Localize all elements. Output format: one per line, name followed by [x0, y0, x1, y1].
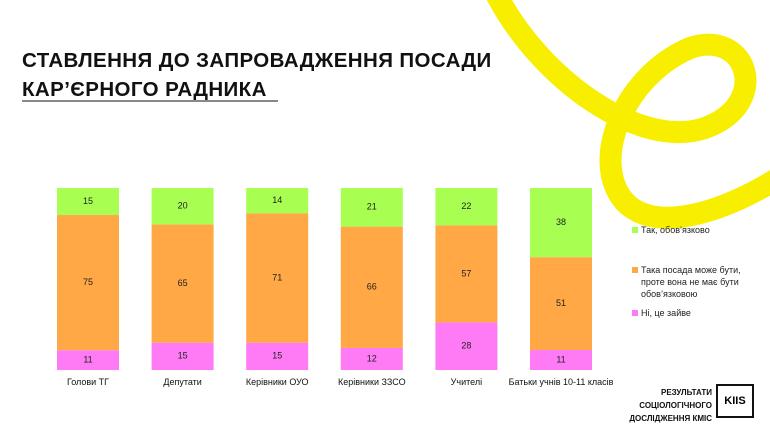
bar-segment: [246, 342, 309, 370]
decor-swirl: [486, 0, 770, 229]
data-label: 28: [461, 341, 471, 351]
data-label: 65: [178, 278, 188, 288]
bar-segment: [530, 257, 592, 350]
legend-label: Так, обов’язково: [641, 225, 710, 235]
data-label: 15: [272, 351, 282, 361]
bar-segment: [246, 188, 309, 214]
logo: KIIS: [716, 384, 754, 418]
x-tick-label: Керівники ЗЗСО: [338, 377, 406, 387]
bar-segment: [435, 225, 498, 323]
x-tick-label: Учителі: [450, 377, 483, 387]
data-label: 71: [272, 272, 282, 282]
x-tick-label: Голови ТГ: [66, 377, 110, 387]
legend-swatch: [632, 227, 638, 233]
bar-segment: [435, 188, 498, 226]
bar-segment: [340, 188, 403, 227]
data-label: 12: [367, 353, 377, 363]
data-label: 57: [461, 268, 471, 278]
data-label: 14: [272, 195, 282, 205]
x-tick-label: Керівники ОУО: [245, 377, 309, 387]
data-label: 21: [367, 202, 377, 212]
bar-segment: [151, 188, 214, 225]
data-label: 22: [461, 201, 471, 211]
data-label: 20: [178, 201, 188, 211]
footer: РЕЗУЛЬТАТИ СОЦІОЛОГІЧНОГО ДОСЛІДЖЕННЯ КМ…: [629, 388, 712, 423]
bar-segment: [57, 215, 119, 351]
bar-segment: [57, 188, 119, 216]
legend-label: Ні, це зайве: [641, 308, 691, 318]
x-tick-label: Батьки учнів 10-11 класів: [508, 377, 614, 387]
bar-segment: [151, 342, 214, 370]
data-label: 75: [83, 277, 93, 287]
data-label: 11: [556, 354, 565, 364]
legend-label: Така посада може бути, проте вона не має…: [641, 265, 741, 299]
data-label: 15: [83, 196, 93, 206]
bar-segment: [340, 347, 403, 370]
bar-segment: [246, 213, 309, 343]
chart-title: СТАВЛЕННЯ ДО ЗАПРОВАДЖЕННЯ ПОСАДИ КАР’ЄР…: [22, 49, 492, 101]
legend-swatch: [632, 310, 638, 316]
x-tick-label: Депутати: [163, 377, 202, 387]
bar-segment: [151, 224, 214, 343]
bar-segment: [340, 226, 403, 348]
bar-segment: [530, 349, 592, 370]
data-label: 66: [367, 282, 377, 292]
data-label: 51: [556, 298, 566, 308]
bar-segment: [530, 188, 592, 258]
bar-segment: [57, 350, 119, 370]
data-label: 15: [178, 351, 188, 361]
legend-swatch: [632, 267, 638, 273]
bar-segment: [435, 322, 498, 370]
data-label: 38: [556, 217, 566, 227]
data-label: 11: [83, 354, 92, 364]
